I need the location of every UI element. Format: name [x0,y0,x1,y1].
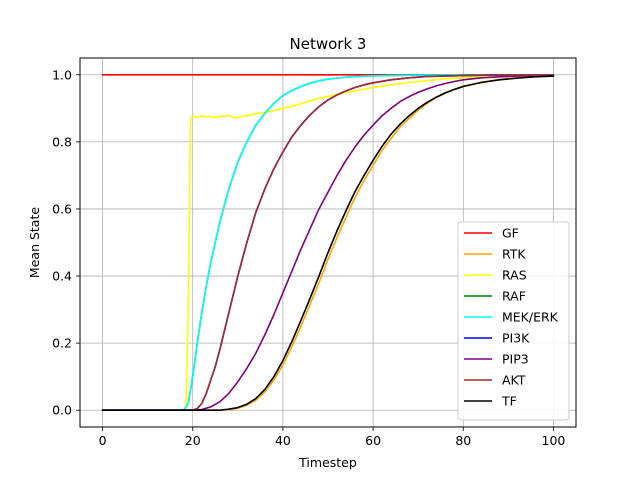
y-tick-label: 0.2 [52,336,72,351]
y-tick-label: 0.8 [52,134,72,149]
legend-label-tf: TF [501,394,517,409]
plot-frame [79,57,577,428]
series-line-tf [101,75,555,412]
x-axis-title: Timestep [298,455,357,470]
legend-label-gf: GF [502,226,519,241]
y-axis-title: Mean State [27,207,42,278]
series-line-pip3 [101,74,555,412]
chart-title: Network 3 [290,35,367,53]
y-tick-label: 0.0 [52,403,72,418]
y-tick-label: 0.6 [52,201,72,216]
series-lines [101,73,555,412]
axis-ticks: 0 20 40 60 80 100 0.0 0.2 0.4 0.6 0.8 1.0 [52,67,565,448]
x-tick-label: 0 [99,433,107,448]
legend-label-rtk: RTK [502,247,526,262]
series-line-ras [101,74,555,412]
legend: GF RTK RAS RAF MEK/ERK PI3K PIP3 AKT TF [457,221,570,421]
legend-label-akt: AKT [502,373,526,388]
series-line-akt [101,74,555,412]
y-tick-label: 0.4 [52,269,72,284]
legend-label-mek-erk: MEK/ERK [502,310,559,325]
x-tick-label: 80 [455,433,471,448]
x-tick-label: 100 [542,433,566,448]
x-tick-label: 20 [185,433,201,448]
grid [80,58,576,427]
x-tick-label: 60 [365,433,381,448]
legend-label-ras: RAS [502,268,527,283]
legend-label-pip3: PIP3 [502,352,529,367]
legend-box [457,221,570,421]
x-tick-label: 40 [275,433,291,448]
legend-label-pi3k: PI3K [502,331,530,346]
y-tick-label: 1.0 [52,67,72,82]
series-line-mek-erk [101,73,555,412]
legend-label-raf: RAF [502,289,526,304]
